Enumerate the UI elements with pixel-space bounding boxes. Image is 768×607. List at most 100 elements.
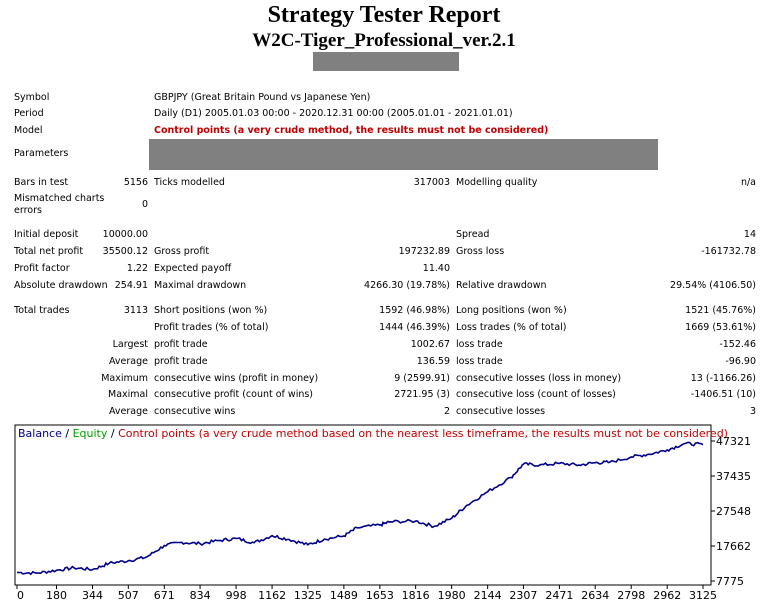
x-axis-ticks: 0 180 344 507 671 834 998 1162 1325 1489 1653 1816 1… <box>16 585 717 602</box>
x-tick-label: 834 <box>190 589 211 600</box>
maximal-profit-value: 2721.95 (3) <box>394 389 450 400</box>
profittrades-label: Profit trades (% of total) <box>154 322 269 333</box>
symbol-label: Symbol <box>14 92 50 103</box>
x-tick-label: 507 <box>118 589 139 600</box>
legend-sep-2: / <box>107 427 118 440</box>
parameters-redacted <box>149 139 658 170</box>
losstrades-value: 1669 (53.61%) <box>685 322 756 333</box>
average-loss-value: -96.90 <box>725 356 756 367</box>
report-title: Strategy Tester Report <box>267 2 501 28</box>
maximal-label: Maximal <box>108 389 148 400</box>
x-tick-label: 1653 <box>366 589 394 600</box>
netprofit-label: Total net profit <box>14 246 84 257</box>
largest-profit-label: profit trade <box>154 339 208 350</box>
balance-chart-svg: Balance / Equity / Control points (a ver… <box>14 424 751 602</box>
y-tick-label: 37435 <box>716 470 751 483</box>
trades-value: 3113 <box>123 305 148 316</box>
pf-label: Profit factor <box>14 263 70 274</box>
average-profit-label: profit trade <box>154 356 208 367</box>
x-tick-label: 0 <box>17 589 24 600</box>
balance-series-line <box>16 441 704 576</box>
y-tick-label: 17662 <box>716 540 751 553</box>
y-tick-label: 7775 <box>716 575 744 588</box>
legend-sep-1: / <box>62 427 73 440</box>
largest-label: Largest <box>112 339 148 350</box>
y-tick-label: 27548 <box>716 505 751 518</box>
maximal-loss-label: consecutive loss (count of losses) <box>456 389 616 400</box>
y-axis-ticks: 47321 37435 27548 17662 7775 <box>711 435 751 588</box>
ticks-label: Ticks modelled <box>154 177 225 188</box>
mismatch-label-2: errors <box>14 205 42 216</box>
losstrades-label: Loss trades (% of total) <box>456 322 567 333</box>
plot-frame <box>14 424 712 586</box>
maxdd-label: Maximal drawdown <box>154 280 247 291</box>
quality-label: Modelling quality <box>456 177 538 188</box>
average-profit-value: 136.59 <box>416 356 450 367</box>
report-subtitle: W2C-Tiger_Professional_ver.2.1 <box>252 30 516 51</box>
spread-value: 14 <box>743 229 756 240</box>
bars-label: Bars in test <box>14 177 69 188</box>
maximal-loss-value: -1406.51 (10) <box>690 389 756 400</box>
maximum-label: Maximum <box>101 373 148 384</box>
parameters-label: Parameters <box>14 148 69 159</box>
quality-value: n/a <box>740 177 756 188</box>
x-tick-label: 2471 <box>545 589 573 600</box>
x-tick-label: 1162 <box>258 589 286 600</box>
x-tick-label: 1816 <box>402 589 430 600</box>
mismatch-value: 0 <box>141 199 148 210</box>
legend-equity: Equity <box>73 427 108 440</box>
reldd-label: Relative drawdown <box>456 280 547 291</box>
avgcons-wins-value: 2 <box>443 406 450 417</box>
average-loss-label: loss trade <box>456 356 503 367</box>
model-label: Model <box>14 125 43 136</box>
x-tick-label: 2144 <box>474 589 502 600</box>
legend-balance: Balance <box>18 427 62 440</box>
profittrades-value: 1444 (46.39%) <box>379 322 450 333</box>
max-wins-label: consecutive wins (profit in money) <box>154 373 319 384</box>
legend-note: Control points (a very crude method base… <box>118 427 728 440</box>
legend-line: Balance / Equity / Control points (a ver… <box>18 427 728 440</box>
x-tick-label: 2962 <box>653 589 681 600</box>
avgcons-wins-label: consecutive wins <box>154 406 236 417</box>
grossloss-label: Gross loss <box>456 246 505 257</box>
maxdd-value: 4266.30 (19.78%) <box>364 280 450 291</box>
largest-loss-value: -152.46 <box>719 339 756 350</box>
y-tick-label: 47321 <box>716 435 751 448</box>
max-losses-label: consecutive losses (loss in money) <box>456 373 622 384</box>
period-label: Period <box>14 108 44 119</box>
long-label: Long positions (won %) <box>456 305 567 316</box>
avgcons-losses-label: consecutive losses <box>456 406 546 417</box>
max-losses-value: 13 (-1166.26) <box>690 373 756 384</box>
trades-label: Total trades <box>14 305 70 316</box>
x-tick-label: 2798 <box>617 589 645 600</box>
largest-profit-value: 1002.67 <box>410 339 450 350</box>
avgcons-label: Average <box>108 406 148 417</box>
grossprofit-value: 197232.89 <box>398 246 450 257</box>
x-tick-label: 344 <box>82 589 103 600</box>
x-tick-label: 3125 <box>689 589 717 600</box>
pf-value: 1.22 <box>126 263 148 274</box>
max-wins-value: 9 (2599.91) <box>394 373 450 384</box>
period-value: Daily (D1) 2005.01.03 00:00 - 2020.12.31… <box>154 108 513 119</box>
avgcons-losses-value: 3 <box>749 406 756 417</box>
balance-chart: Balance / Equity / Control points (a ver… <box>14 424 764 602</box>
mismatch-label: Mismatched charts <box>14 193 105 204</box>
x-tick-label: 1325 <box>294 589 322 600</box>
short-label: Short positions (won %) <box>154 305 268 316</box>
absdd-value: 254.91 <box>114 280 148 291</box>
long-value: 1521 (45.76%) <box>685 305 756 316</box>
ticks-value: 317003 <box>413 177 450 188</box>
x-tick-label: 1980 <box>438 589 466 600</box>
grossprofit-label: Gross profit <box>154 246 210 257</box>
netprofit-value: 35500.12 <box>102 246 148 257</box>
reldd-value: 29.54% (4106.50) <box>670 280 756 291</box>
spread-label: Spread <box>456 229 490 240</box>
model-value: Control points (a very crude method, the… <box>154 125 549 136</box>
x-tick-label: 180 <box>46 589 67 600</box>
x-tick-label: 2307 <box>509 589 537 600</box>
redacted-block <box>313 52 459 71</box>
x-tick-label: 671 <box>154 589 175 600</box>
deposit-label: Initial deposit <box>14 229 79 240</box>
largest-loss-label: loss trade <box>456 339 503 350</box>
short-value: 1592 (46.98%) <box>379 305 450 316</box>
